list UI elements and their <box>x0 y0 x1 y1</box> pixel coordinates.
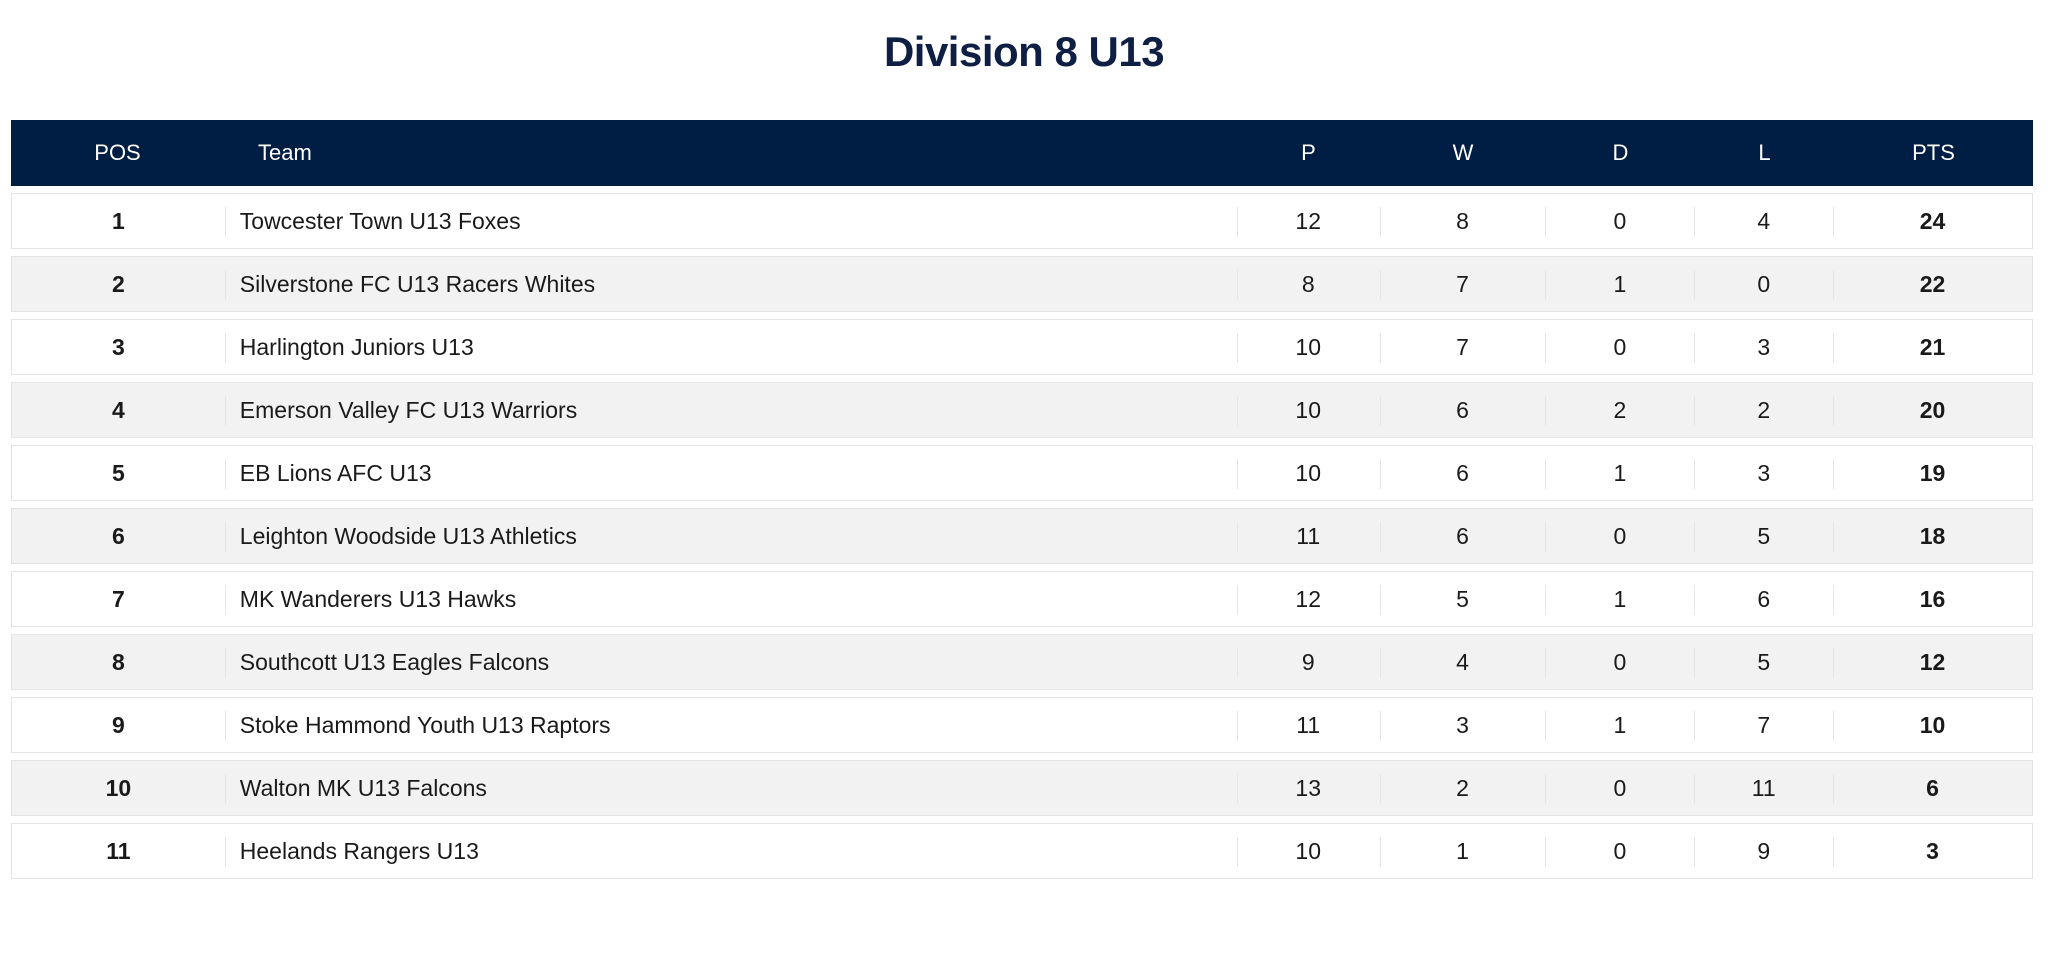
cell-won: 6 <box>1379 383 1546 437</box>
table-row[interactable]: 11 Heelands Rangers U13 10 1 0 9 3 <box>11 823 2033 879</box>
table-row[interactable]: 2 Silverstone FC U13 Racers Whites 8 7 1 0 22 <box>11 256 2033 312</box>
cell-won: 2 <box>1379 761 1546 815</box>
cell-won: 6 <box>1379 446 1546 500</box>
cell-position: 3 <box>111 333 125 360</box>
cell-drawn: 0 <box>1545 824 1694 878</box>
cell-drawn: 0 <box>1545 509 1694 563</box>
cell-position: 5 <box>111 459 125 486</box>
cell-team-name[interactable]: Heelands Rangers U13 <box>224 824 1237 878</box>
column-header-pos: POS <box>94 140 141 165</box>
cell-played: 8 <box>1236 257 1380 311</box>
cell-drawn: 2 <box>1545 383 1694 437</box>
cell-team-name[interactable]: Towcester Town U13 Foxes <box>224 194 1237 248</box>
table-row[interactable]: 5 EB Lions AFC U13 10 6 1 3 19 <box>11 445 2033 501</box>
cell-points: 21 <box>1833 320 2032 374</box>
cell-points: 24 <box>1833 194 2032 248</box>
cell-lost: 6 <box>1694 572 1833 626</box>
cell-lost: 3 <box>1694 320 1833 374</box>
table-row[interactable]: 10 Walton MK U13 Falcons 13 2 0 11 6 <box>11 760 2033 816</box>
cell-lost: 5 <box>1694 509 1833 563</box>
table-row[interactable]: 3 Harlington Juniors U13 10 7 0 3 21 <box>11 319 2033 375</box>
column-header-won: W <box>1452 140 1474 165</box>
cell-position: 10 <box>105 774 132 801</box>
cell-lost: 2 <box>1694 383 1833 437</box>
cell-position: 8 <box>111 648 125 675</box>
cell-points: 19 <box>1833 446 2032 500</box>
cell-points: 3 <box>1833 824 2032 878</box>
cell-drawn: 1 <box>1545 698 1694 752</box>
page-title: Division 8 U13 <box>883 28 1165 75</box>
cell-team-name[interactable]: Leighton Woodside U13 Athletics <box>224 509 1237 563</box>
cell-points: 22 <box>1833 257 2032 311</box>
cell-team-name[interactable]: Walton MK U13 Falcons <box>224 761 1237 815</box>
table-row[interactable]: 1 Towcester Town U13 Foxes 12 8 0 4 24 <box>11 193 2033 249</box>
cell-team-name[interactable]: Silverstone FC U13 Racers Whites <box>224 257 1237 311</box>
cell-points: 20 <box>1833 383 2032 437</box>
cell-team-name[interactable]: MK Wanderers U13 Hawks <box>224 572 1237 626</box>
cell-played: 10 <box>1236 320 1380 374</box>
cell-won: 1 <box>1379 824 1546 878</box>
table-row[interactable]: 7 MK Wanderers U13 Hawks 12 5 1 6 16 <box>11 571 2033 627</box>
league-table: POS Team P W D L PTS 1 Towcester Town U13… <box>11 120 2033 879</box>
column-header-drawn: D <box>1612 140 1629 165</box>
table-body: 1 Towcester Town U13 Foxes 12 8 0 4 24 2 Silvers… <box>11 193 2033 879</box>
cell-won: 7 <box>1379 320 1546 374</box>
cell-points: 6 <box>1833 761 2032 815</box>
cell-position: 2 <box>111 270 125 297</box>
cell-drawn: 0 <box>1545 194 1694 248</box>
column-header-team: Team <box>258 140 312 165</box>
cell-position: 7 <box>111 585 125 612</box>
cell-team-name[interactable]: Harlington Juniors U13 <box>224 320 1237 374</box>
cell-position: 1 <box>111 207 125 234</box>
cell-lost: 11 <box>1694 761 1833 815</box>
cell-won: 6 <box>1379 509 1546 563</box>
table-row[interactable]: 8 Southcott U13 Eagles Falcons 9 4 0 5 12 <box>11 634 2033 690</box>
cell-lost: 4 <box>1694 194 1833 248</box>
table-row[interactable]: 4 Emerson Valley FC U13 Warriors 10 6 2 2 20 <box>11 382 2033 438</box>
cell-position: 4 <box>111 396 125 423</box>
cell-played: 11 <box>1236 509 1380 563</box>
cell-team-name[interactable]: EB Lions AFC U13 <box>224 446 1237 500</box>
cell-lost: 7 <box>1694 698 1833 752</box>
column-header-lost: L <box>1758 140 1771 165</box>
cell-played: 9 <box>1236 635 1380 689</box>
cell-position: 11 <box>106 837 131 864</box>
cell-points: 16 <box>1833 572 2032 626</box>
cell-drawn: 0 <box>1545 635 1694 689</box>
cell-played: 10 <box>1236 824 1380 878</box>
cell-lost: 9 <box>1694 824 1833 878</box>
cell-drawn: 1 <box>1545 572 1694 626</box>
cell-drawn: 1 <box>1545 257 1694 311</box>
cell-lost: 5 <box>1694 635 1833 689</box>
cell-drawn: 0 <box>1545 320 1694 374</box>
cell-played: 13 <box>1236 761 1380 815</box>
table-row[interactable]: 9 Stoke Hammond Youth U13 Raptors 11 3 1 7 10 <box>11 697 2033 753</box>
table-header: POS Team P W D L PTS <box>11 120 2033 186</box>
column-header-played: P <box>1301 140 1316 165</box>
cell-played: 10 <box>1236 446 1380 500</box>
cell-won: 4 <box>1379 635 1546 689</box>
cell-team-name[interactable]: Southcott U13 Eagles Falcons <box>224 635 1237 689</box>
cell-won: 8 <box>1379 194 1546 248</box>
cell-team-name[interactable]: Emerson Valley FC U13 Warriors <box>224 383 1237 437</box>
cell-lost: 3 <box>1694 446 1833 500</box>
column-header-points: PTS <box>1912 140 1955 165</box>
cell-played: 12 <box>1236 194 1380 248</box>
cell-drawn: 1 <box>1545 446 1694 500</box>
cell-played: 10 <box>1236 383 1380 437</box>
cell-position: 9 <box>111 711 125 738</box>
cell-team-name[interactable]: Stoke Hammond Youth U13 Raptors <box>224 698 1237 752</box>
cell-drawn: 0 <box>1545 761 1694 815</box>
cell-lost: 0 <box>1694 257 1833 311</box>
cell-played: 12 <box>1236 572 1380 626</box>
cell-points: 10 <box>1833 698 2032 752</box>
cell-points: 12 <box>1833 635 2032 689</box>
cell-won: 5 <box>1379 572 1546 626</box>
table-row[interactable]: 6 Leighton Woodside U13 Athletics 11 6 0 5 18 <box>11 508 2033 564</box>
cell-points: 18 <box>1833 509 2032 563</box>
cell-played: 11 <box>1236 698 1380 752</box>
cell-won: 3 <box>1379 698 1546 752</box>
cell-position: 6 <box>111 522 125 549</box>
cell-won: 7 <box>1379 257 1546 311</box>
